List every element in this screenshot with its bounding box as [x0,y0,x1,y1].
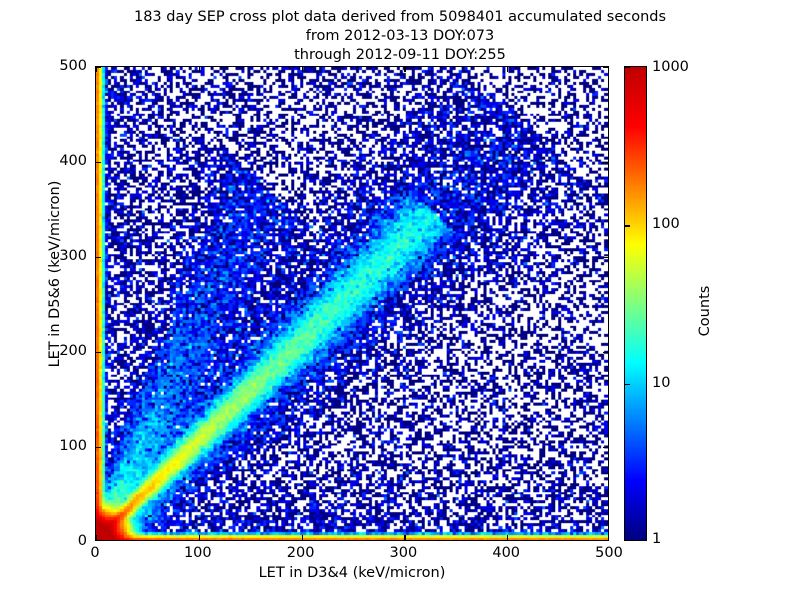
y-tick-mark [96,352,101,354]
colorbar [624,66,647,541]
x-tick-label: 200 [286,545,315,561]
y-tick-label: 200 [59,343,87,359]
title-line-3: through 2012-09-11 DOY:255 [294,47,506,63]
colorbar-gradient [625,67,646,540]
y-tick-mark [96,162,101,164]
x-tick-label: 100 [183,545,212,561]
colorbar-tick-label: 10 [652,374,671,391]
colorbar-tick-mark [625,383,630,385]
chart-title: 183 day SEP cross plot data derived from… [0,8,800,65]
x-tick-mark [198,67,201,72]
x-axis-label: LET in D3&4 (keV/micron) [258,565,446,581]
x-tick-label: 300 [389,545,418,561]
x-tick-label: 0 [90,545,100,561]
x-tick-mark [507,535,509,540]
x-tick-mark [404,535,406,540]
plot-area [95,66,609,541]
colorbar-tick-label: 1 [652,530,662,547]
title-line-2: from 2012-03-13 DOY:073 [305,28,495,44]
y-tick-mark [603,67,608,69]
x-tick-mark [96,67,98,72]
x-tick-mark [507,67,509,72]
x-tick-label: 400 [492,545,521,561]
y-tick-label: 0 [77,533,87,549]
colorbar-tick-mark [625,67,630,69]
colorbar-tick-label: 100 [652,216,680,233]
y-tick-mark [603,162,608,164]
y-tick-mark [96,257,101,259]
y-axis-label: LET in D5&6 (keV/micron) [47,180,63,368]
y-tick-mark [603,352,608,354]
colorbar-tick-label: 1000 [652,59,689,75]
x-tick-mark [301,67,303,72]
x-tick-mark [198,535,201,540]
title-line-1: 183 day SEP cross plot data derived from… [133,9,667,25]
y-tick-mark [603,257,608,259]
x-tick-mark [301,535,303,540]
y-tick-mark [96,447,101,449]
x-tick-mark [404,67,406,72]
x-tick-mark [96,535,98,540]
colorbar-label: Counts [697,285,713,337]
x-tick-label: 500 [595,545,623,561]
scatter-heatmap [96,67,608,540]
y-tick-mark [603,447,608,449]
y-tick-label: 400 [59,153,87,169]
colorbar-tick-mark [625,225,630,227]
y-tick-mark [96,67,101,69]
y-tick-label: 100 [59,438,87,454]
y-tick-label: 300 [59,248,87,264]
y-tick-label: 500 [59,58,87,74]
